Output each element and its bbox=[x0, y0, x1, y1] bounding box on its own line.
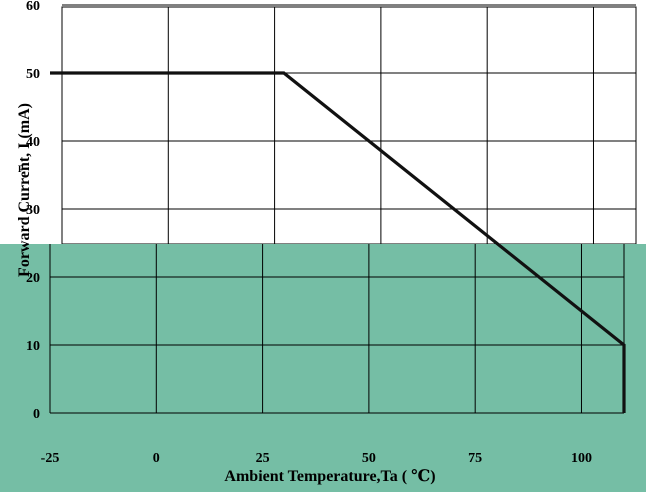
forward-current-line bbox=[50, 71, 626, 413]
y-tick-label: 60 bbox=[26, 0, 40, 14]
y-axis-label-subscript: F bbox=[18, 164, 24, 174]
x-tick-label: 25 bbox=[256, 451, 270, 466]
y-tick-label: 20 bbox=[26, 271, 40, 286]
x-axis-label: Ambient Temperature,Ta ( ℃) bbox=[224, 468, 435, 485]
x-tick-label: -25 bbox=[41, 451, 60, 466]
x-tick-label: 50 bbox=[362, 451, 376, 466]
y-tick-label: 50 bbox=[26, 67, 40, 82]
y-tick-labels: 0 10 20 30 40 50 60 bbox=[26, 0, 40, 422]
lower-band bbox=[0, 244, 646, 492]
x-tick-label: 75 bbox=[468, 451, 482, 466]
x-tick-labels: -25 0 25 50 75 100 bbox=[41, 451, 592, 466]
y-axis-label: Forward Current, I (mA) bbox=[16, 103, 33, 277]
x-tick-label: 0 bbox=[153, 451, 160, 466]
y-tick-label: 10 bbox=[26, 339, 40, 354]
y-tick-label: 0 bbox=[33, 407, 40, 422]
y-tick-label: 40 bbox=[26, 135, 40, 150]
x-tick-label: 100 bbox=[571, 451, 592, 466]
y-tick-label: 30 bbox=[26, 203, 40, 218]
